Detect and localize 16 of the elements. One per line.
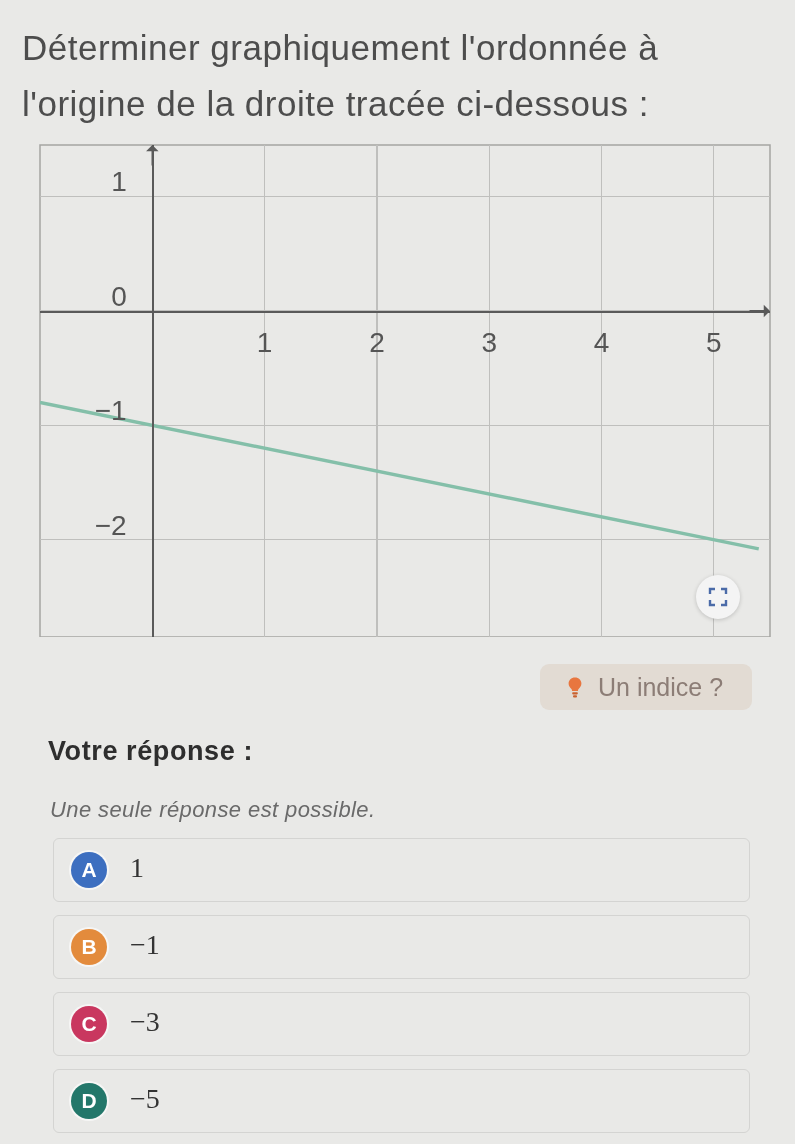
- text: Votre réponse :: [48, 736, 254, 767]
- answer-choice: B −1: [53, 915, 750, 979]
- y-tick-label: 0: [111, 280, 127, 312]
- hint-button: Un indice ?: [540, 664, 752, 710]
- y-tick-label: −2: [94, 509, 127, 541]
- x-tick-label: 2: [369, 327, 385, 359]
- y-tick-label: 1: [111, 166, 127, 198]
- text: Une seule réponse est possible.: [50, 797, 376, 823]
- x-tick-label: 1: [256, 327, 273, 359]
- answer-choice: A 1: [53, 838, 750, 902]
- answer-choice: C −3: [53, 992, 750, 1056]
- answer-choice: D −5: [53, 1069, 750, 1133]
- chart-title: Déterminer graphiquement l'ordonnée à l'origine de la droite tracée ci-dessous :: [22, 27, 660, 125]
- x-tick-label: 3: [481, 327, 498, 359]
- x-tick-label: 5: [706, 327, 722, 359]
- x-tick-label: 4: [593, 327, 610, 359]
